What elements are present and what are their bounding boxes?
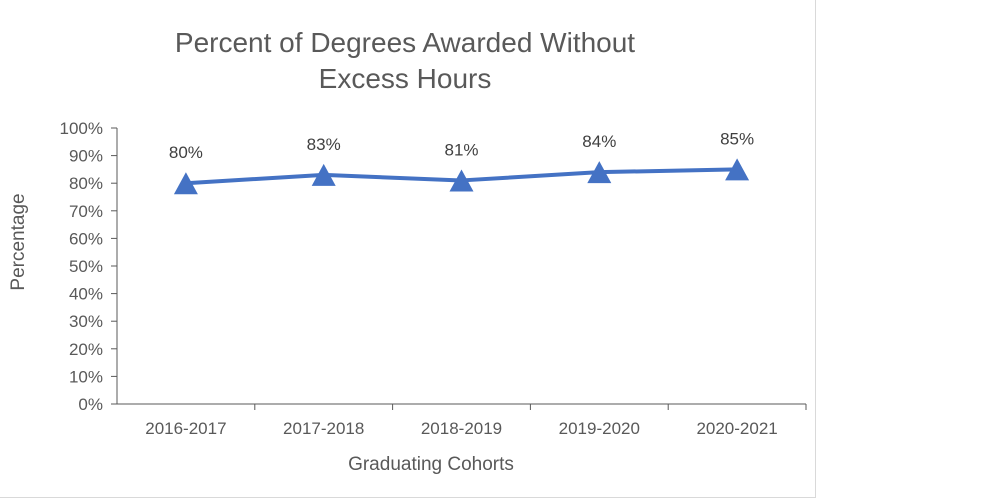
x-tick-label: 2019-2020 bbox=[559, 419, 640, 438]
y-tick-label: 100% bbox=[60, 119, 103, 138]
y-tick-label: 10% bbox=[69, 367, 103, 386]
y-tick-label: 0% bbox=[78, 395, 103, 414]
data-point-marker bbox=[173, 172, 198, 195]
y-tick-label: 50% bbox=[69, 257, 103, 276]
y-tick-label: 20% bbox=[69, 340, 103, 359]
x-tick-label: 2016-2017 bbox=[145, 419, 226, 438]
x-axis-title: Graduating Cohorts bbox=[348, 454, 514, 475]
data-point-marker bbox=[311, 163, 336, 186]
data-point-marker bbox=[725, 158, 750, 181]
y-tick-label: 60% bbox=[69, 229, 103, 248]
chart-frame bbox=[0, 0, 816, 498]
y-tick-label: 40% bbox=[69, 285, 103, 304]
series-group bbox=[173, 158, 750, 195]
data-label: 84% bbox=[582, 132, 616, 151]
y-tick-label: 30% bbox=[69, 312, 103, 331]
y-tick-label: 90% bbox=[69, 147, 103, 166]
chart-title-line-2: Excess Hours bbox=[319, 63, 492, 94]
data-label: 83% bbox=[307, 135, 341, 154]
data-point-marker bbox=[587, 161, 612, 184]
y-axis-title: Percentage bbox=[8, 193, 29, 290]
y-tick-label: 80% bbox=[69, 174, 103, 193]
chart-title-line-1: Percent of Degrees Awarded Without bbox=[175, 27, 635, 58]
y-axis-ticks: 0% 10% 20% 30% 40% 50% 60% 70% 80% 90% 100% bbox=[60, 119, 117, 414]
x-tick-label: 2020-2021 bbox=[696, 419, 777, 438]
data-label: 81% bbox=[444, 140, 478, 159]
data-label: 80% bbox=[169, 143, 203, 162]
x-tick-label: 2017-2018 bbox=[283, 419, 364, 438]
data-point-marker bbox=[449, 169, 474, 192]
x-tick-label: 2018-2019 bbox=[421, 419, 502, 438]
x-axis-ticks: 2016-2017 2017-2018 2018-2019 2019-2020 2020… bbox=[145, 404, 807, 438]
y-tick-label: 70% bbox=[69, 202, 103, 221]
data-label: 85% bbox=[720, 129, 754, 148]
data-labels: 80% 83% 81% 84% 85% bbox=[169, 129, 754, 162]
